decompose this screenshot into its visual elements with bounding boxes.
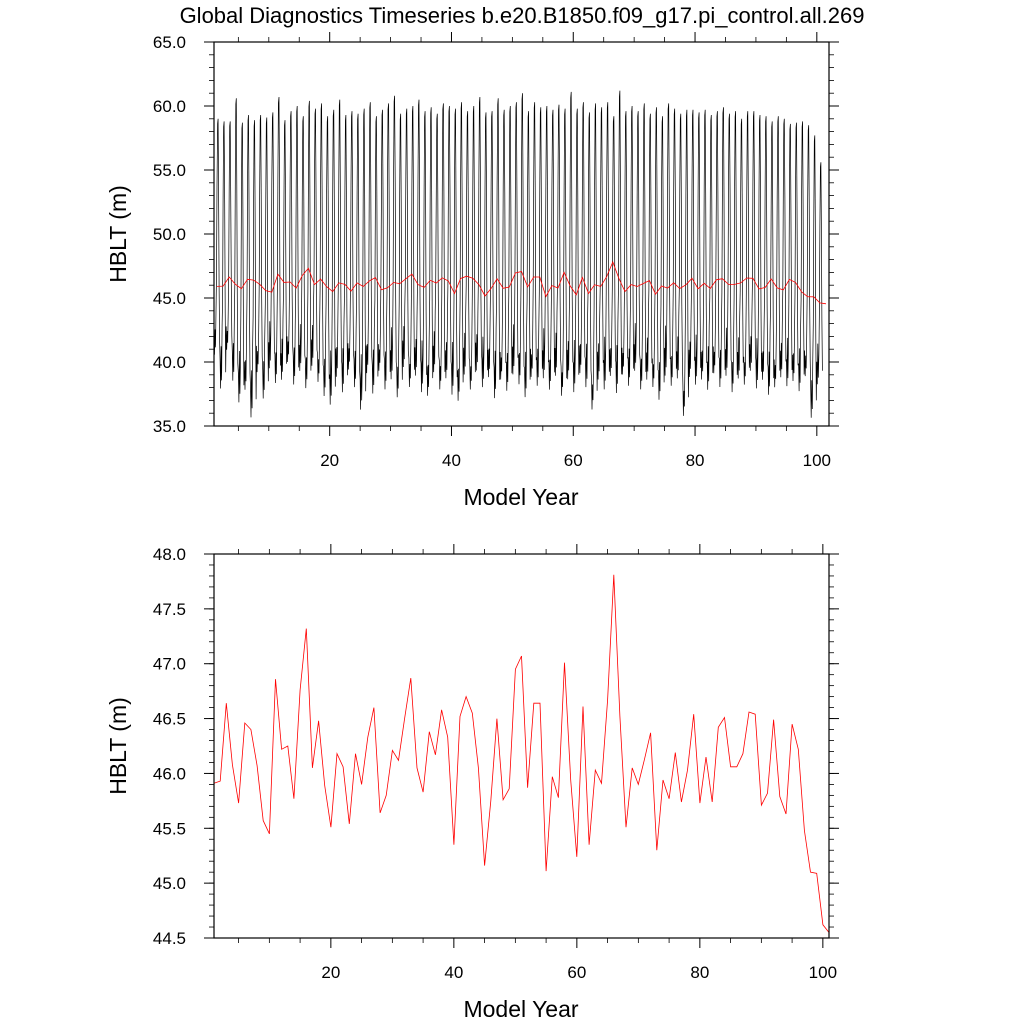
top-y-tick-label: 40.0	[153, 353, 186, 372]
top-x-tick-label: 20	[320, 451, 339, 470]
monthly-series-line	[213, 90, 823, 418]
bottom-x-tick-label: 60	[567, 963, 586, 982]
top-panel: 35.0 40.0 45.0 50.0 55.0 60.0 65.0 20 40 60 80 100…	[105, 32, 839, 510]
top-x-tick-labels: 20 40 60 80 100	[320, 451, 831, 470]
bottom-x-tick-label: 100	[809, 963, 837, 982]
top-x-tick-label: 80	[686, 451, 705, 470]
bottom-panel: 44.5 45.0 45.5 46.0 46.5 47.0 47.5 48.0 20 40 60 8…	[105, 544, 839, 1022]
top-plot-frame	[213, 41, 830, 427]
bottom-y-tick-label: 46.0	[153, 764, 186, 783]
bottom-y-tick-label: 44.5	[153, 929, 186, 948]
annual-mean-series-line-bottom	[213, 574, 830, 933]
bottom-y-tick-label: 47.0	[153, 655, 186, 674]
bottom-x-axis-label: Model Year	[463, 996, 578, 1022]
bottom-y-tick-labels: 44.5 45.0 45.5 46.0 46.5 47.0 47.5 48.0	[153, 545, 186, 948]
top-x-tick-label: 40	[442, 451, 461, 470]
bottom-x-tick-label: 20	[321, 963, 340, 982]
bottom-y-tick-label: 45.5	[153, 819, 186, 838]
bottom-x-tick-label: 40	[444, 963, 463, 982]
bottom-y-axis-label: HBLT (m)	[105, 697, 131, 795]
top-y-tick-label: 45.0	[153, 289, 186, 308]
top-y-tick-label: 65.0	[153, 33, 186, 52]
bottom-plot-frame	[213, 553, 830, 939]
top-y-tick-label: 55.0	[153, 161, 186, 180]
bottom-x-tick-labels: 20 40 60 80 100	[321, 963, 837, 982]
bottom-y-tick-label: 46.5	[153, 710, 186, 729]
bottom-x-tick-label: 80	[690, 963, 709, 982]
top-x-axis-label: Model Year	[463, 484, 578, 510]
bottom-y-tick-label: 45.0	[153, 874, 186, 893]
bottom-axis-ticks	[204, 544, 839, 948]
top-y-tick-label: 50.0	[153, 225, 186, 244]
top-y-axis-label: HBLT (m)	[105, 185, 131, 283]
top-y-tick-labels: 35.0 40.0 45.0 50.0 55.0 60.0 65.0	[153, 33, 186, 436]
top-x-tick-label: 100	[803, 451, 831, 470]
bottom-y-tick-label: 48.0	[153, 545, 186, 564]
top-axis-ticks	[204, 32, 839, 436]
top-y-tick-label: 35.0	[153, 417, 186, 436]
figure-title: Global Diagnostics Timeseries b.e20.B185…	[180, 3, 865, 28]
top-x-tick-label: 60	[564, 451, 583, 470]
bottom-y-tick-label: 47.5	[153, 600, 186, 619]
top-y-tick-label: 60.0	[153, 97, 186, 116]
annual-mean-series-line-top	[216, 260, 827, 305]
